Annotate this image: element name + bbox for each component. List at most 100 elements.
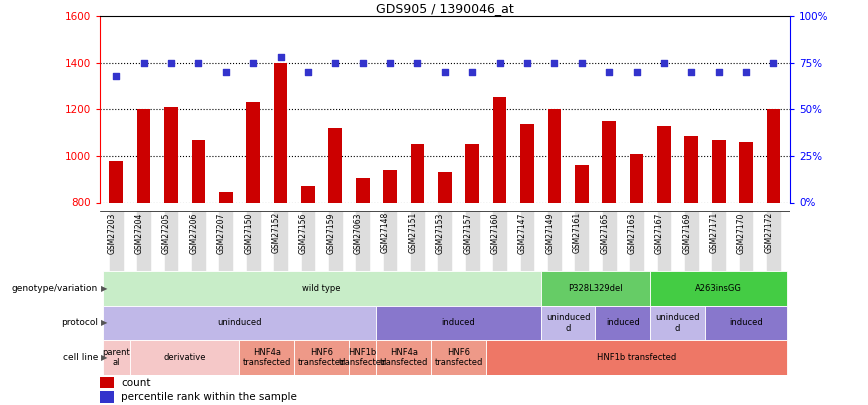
Bar xyxy=(629,153,643,202)
Bar xyxy=(575,211,589,271)
Text: induced: induced xyxy=(442,318,476,328)
Bar xyxy=(684,211,699,271)
Text: GSM27160: GSM27160 xyxy=(490,212,500,254)
Text: GSM27147: GSM27147 xyxy=(518,212,527,254)
Bar xyxy=(164,107,178,202)
Bar xyxy=(548,109,562,202)
Point xyxy=(273,54,287,60)
Bar xyxy=(486,340,787,375)
Bar xyxy=(137,109,150,202)
Bar xyxy=(192,140,205,202)
Text: HNF1b
transfected: HNF1b transfected xyxy=(339,348,387,367)
Bar xyxy=(705,306,787,340)
Title: GDS905 / 1390046_at: GDS905 / 1390046_at xyxy=(376,2,514,15)
Text: derivative: derivative xyxy=(163,353,206,362)
Bar xyxy=(301,186,315,202)
Point xyxy=(356,60,370,66)
Text: percentile rank within the sample: percentile rank within the sample xyxy=(122,392,297,402)
Text: HNF1b transfected: HNF1b transfected xyxy=(597,353,676,362)
Text: GSM27152: GSM27152 xyxy=(272,212,280,254)
Point xyxy=(411,60,424,66)
Bar xyxy=(656,211,671,271)
Bar xyxy=(100,377,115,388)
Bar xyxy=(520,124,534,202)
Bar xyxy=(541,271,650,306)
Bar xyxy=(685,136,698,202)
Point xyxy=(383,60,397,66)
Point xyxy=(712,69,726,75)
Bar xyxy=(438,172,451,202)
Bar xyxy=(102,340,130,375)
Text: GSM27203: GSM27203 xyxy=(108,212,116,254)
Bar xyxy=(102,271,541,306)
Bar xyxy=(102,306,377,340)
Bar xyxy=(294,340,349,375)
Text: induced: induced xyxy=(729,318,763,328)
Text: wild type: wild type xyxy=(302,284,341,293)
Text: ▶: ▶ xyxy=(101,318,107,328)
Bar xyxy=(595,306,650,340)
Text: GSM27167: GSM27167 xyxy=(655,212,664,254)
Bar xyxy=(349,340,377,375)
Text: genotype/variation: genotype/variation xyxy=(12,284,98,293)
Bar xyxy=(164,211,179,271)
Text: GSM27171: GSM27171 xyxy=(710,212,719,254)
Text: GSM27172: GSM27172 xyxy=(765,212,773,254)
Point xyxy=(740,69,753,75)
Text: protocol: protocol xyxy=(61,318,98,328)
Text: GSM27153: GSM27153 xyxy=(436,212,444,254)
Text: GSM27149: GSM27149 xyxy=(545,212,555,254)
Bar xyxy=(247,102,260,202)
Bar xyxy=(410,211,424,271)
Bar xyxy=(431,340,486,375)
Text: HNF6
transfected: HNF6 transfected xyxy=(298,348,345,367)
Bar xyxy=(384,170,397,202)
Text: uninduced
d: uninduced d xyxy=(546,313,590,333)
Text: GSM27150: GSM27150 xyxy=(244,212,253,254)
Bar xyxy=(100,391,115,403)
Text: GSM27205: GSM27205 xyxy=(162,212,171,254)
Bar xyxy=(136,211,151,271)
Text: uninduced: uninduced xyxy=(217,318,262,328)
Bar xyxy=(130,340,240,375)
Text: GSM27165: GSM27165 xyxy=(600,212,609,254)
Point xyxy=(247,60,260,66)
Text: GSM27169: GSM27169 xyxy=(682,212,691,254)
Bar xyxy=(108,211,123,271)
Text: GSM27148: GSM27148 xyxy=(381,212,390,254)
Point xyxy=(136,60,150,66)
Point xyxy=(109,72,123,79)
Bar xyxy=(240,340,294,375)
Text: GSM27206: GSM27206 xyxy=(189,212,199,254)
Bar xyxy=(493,96,506,202)
Text: parent
al: parent al xyxy=(102,348,130,367)
Bar xyxy=(602,121,616,202)
Bar xyxy=(273,211,288,271)
Text: HNF4a
transfected: HNF4a transfected xyxy=(243,348,291,367)
Point xyxy=(575,60,589,66)
Point xyxy=(219,69,233,75)
Bar xyxy=(629,211,644,271)
Point xyxy=(437,69,451,75)
Bar xyxy=(739,211,753,271)
Point xyxy=(629,69,643,75)
Point xyxy=(465,69,479,75)
Bar xyxy=(740,142,753,202)
Bar xyxy=(547,211,562,271)
Point xyxy=(548,60,562,66)
Bar xyxy=(411,144,424,202)
Bar xyxy=(465,144,479,202)
Bar xyxy=(541,306,595,340)
Bar xyxy=(650,271,787,306)
Bar xyxy=(109,160,123,202)
Bar xyxy=(219,211,233,271)
Point xyxy=(684,69,698,75)
Bar xyxy=(575,165,589,202)
Bar xyxy=(300,211,315,271)
Text: GSM27204: GSM27204 xyxy=(135,212,143,254)
Text: induced: induced xyxy=(606,318,640,328)
Bar xyxy=(191,211,206,271)
Bar xyxy=(383,211,398,271)
Text: count: count xyxy=(122,377,151,388)
Bar xyxy=(492,211,507,271)
